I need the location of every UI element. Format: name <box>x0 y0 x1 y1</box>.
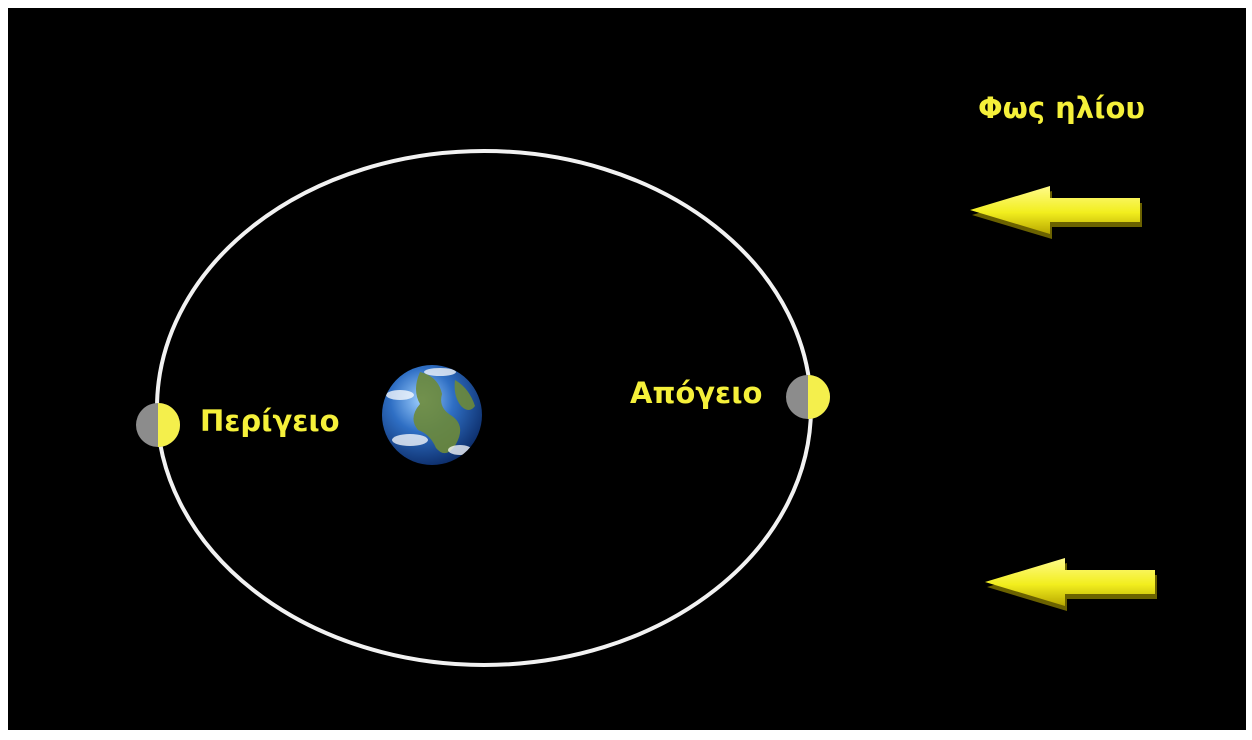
moon-perigee <box>136 403 180 447</box>
earth <box>382 365 482 465</box>
page: Φως ηλίου Περίγειο Απόγειο (() => { cons… <box>0 0 1252 740</box>
apogee-label: Απόγειο <box>630 376 762 410</box>
moon-apogee <box>786 375 830 419</box>
sunlight-label: Φως ηλίου <box>978 91 1145 125</box>
perigee-label: Περίγειο <box>200 404 340 438</box>
diagram: Φως ηλίου Περίγειο Απόγειο <box>0 0 1252 740</box>
